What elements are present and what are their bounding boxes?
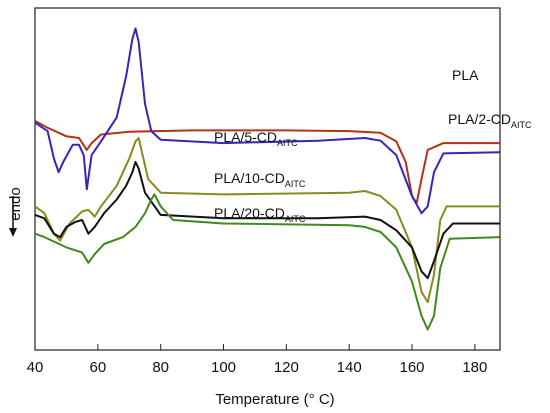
x-tick-label-40: 40 — [27, 359, 44, 376]
series-lines — [34, 27, 501, 331]
series-label-pla: PLA — [452, 67, 479, 83]
series-label-pla-20-cd: PLA/20-CDAITC — [214, 205, 306, 224]
x-tick-label-140: 140 — [337, 359, 362, 376]
x-axis-title: Temperature (° C) — [215, 391, 334, 408]
series-line-pla-5-cd — [34, 137, 500, 304]
x-axis-ticks — [34, 344, 476, 350]
series-line-pla — [34, 120, 500, 204]
series-label-pla-10-cd: PLA/10-CDAITC — [214, 170, 306, 189]
x-tick-label-180: 180 — [462, 359, 487, 376]
plot-frame — [34, 7, 501, 351]
series-label-pla-2-cd: PLA/2-CDAITC — [448, 111, 532, 130]
x-tick-label-100: 100 — [211, 359, 236, 376]
x-tick-label-80: 80 — [152, 359, 169, 376]
x-tick-label-160: 160 — [400, 359, 425, 376]
x-tick-label-120: 120 — [274, 359, 299, 376]
x-axis-tick-labels: 40 60 80 100 120 140 160 180 — [27, 359, 488, 376]
series-line-pla-10-cd — [34, 160, 500, 280]
series-label-pla-5-cd: PLA/5-CDAITC — [214, 129, 298, 148]
series-line-pla-20-cd — [34, 193, 501, 331]
endo-arrow-icon — [9, 196, 17, 237]
y-axis-label: endo — [7, 187, 24, 220]
x-tick-label-60: 60 — [89, 359, 106, 376]
series-line-pla-2-cd — [34, 27, 501, 215]
